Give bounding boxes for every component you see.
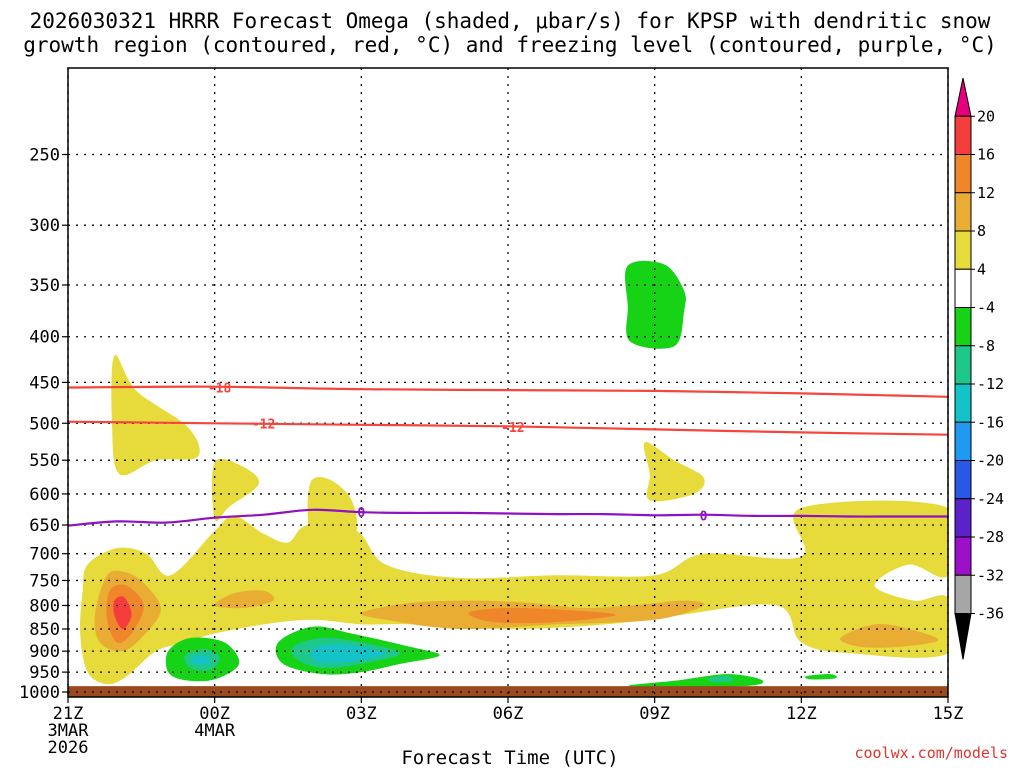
x-tick-label: 2026 — [48, 738, 89, 758]
source-credit[interactable]: coolwx.com/models — [854, 744, 1008, 762]
y-tick-label: 1000 — [19, 683, 60, 703]
omega-region-low-level-moderate-ascent-patch — [214, 590, 275, 609]
omega-region-low-level-max-ascent — [113, 596, 132, 629]
contour-dgz-minus-18 — [68, 385, 948, 398]
contour-layer: -18 -12 -12 0 0 — [68, 382, 948, 527]
omega-region-midlevel-ascent-a — [211, 458, 260, 522]
x-tick-label: 15Z — [933, 704, 964, 724]
colorbar-label: -24 — [977, 490, 1004, 508]
colorbar-label: 16 — [977, 146, 995, 164]
omega-region-low-level-ascent-band — [80, 500, 948, 685]
omega-shading-layer — [80, 260, 948, 687]
omega-region-low-level-strong-ascent-central — [468, 607, 616, 624]
colorbar-swatch — [954, 383, 972, 423]
y-tick-label: 800 — [29, 596, 60, 616]
chart-title-line-2: growth region (contoured, red, °C) and f… — [23, 33, 997, 57]
y-tick-label: 450 — [29, 373, 60, 393]
x-tick-label: 06Z — [493, 704, 524, 724]
x-tick-label: 21Z — [53, 704, 84, 724]
omega-region-upper-descent — [624, 260, 686, 349]
contour-label-dgz-minus-12: -12 — [252, 417, 275, 432]
omega-region-upper-weak-ascent — [111, 355, 200, 476]
y-tick-label: 400 — [29, 328, 60, 348]
colorbar-swatch — [954, 230, 972, 270]
x-tick-label: 03Z — [346, 704, 377, 724]
y-tick-label: 300 — [29, 216, 60, 236]
y-tick-label: 900 — [29, 642, 60, 662]
colorbar-swatch — [954, 268, 972, 308]
colorbar-label: -32 — [977, 566, 1004, 584]
omega-region-low-level-descent-central-max — [310, 644, 386, 664]
colorbar-label: 4 — [977, 260, 986, 278]
y-tick-label: 750 — [29, 571, 60, 591]
colorbar-label: -4 — [977, 299, 995, 317]
omega-region-low-level-descent-west-max — [191, 655, 211, 665]
colorbar: 20 16 12 8 4 -4 -8 -12 -16 -20 -24 -28 -32 -36 — [954, 77, 1004, 660]
y-tick-label: 700 — [29, 545, 60, 565]
y-tick-label: 650 — [29, 516, 60, 536]
x-axis-title: Forecast Time (UTC) — [401, 747, 618, 768]
contour-label-freezing-level-0: 0 — [700, 509, 708, 524]
y-tick-label: 600 — [29, 485, 60, 505]
omega-region-midlevel-ascent-c — [643, 441, 705, 502]
colorbar-label: -8 — [977, 337, 995, 355]
contour-freezing-level-0 — [68, 508, 948, 527]
x-tick-label: 00Z — [199, 704, 230, 724]
y-axis: 2503003504004505005506006507007508008509… — [19, 146, 68, 703]
colorbar-swatch — [954, 498, 972, 538]
colorbar-bottom-arrow — [954, 613, 972, 660]
colorbar-top-arrow — [954, 77, 972, 117]
y-tick-label: 350 — [29, 276, 60, 296]
omega-region-low-level-descent-south — [628, 674, 764, 687]
colorbar-swatch — [954, 345, 972, 385]
omega-region-low-level-moderate-ascent-east — [840, 624, 939, 648]
contour-label-dgz-minus-18: -18 — [208, 382, 232, 397]
colorbar-label: 8 — [977, 222, 986, 240]
chart-title-line-1: 2026030321 HRRR Forecast Omega (shaded, … — [30, 9, 991, 33]
colorbar-label: -36 — [977, 605, 1004, 623]
colorbar-label: -20 — [977, 452, 1004, 470]
colorbar-label: -28 — [977, 528, 1004, 546]
colorbar-label: 20 — [977, 107, 995, 125]
y-tick-label: 550 — [29, 451, 60, 471]
omega-region-low-level-descent-south-core — [707, 676, 734, 683]
omega-region-low-level-descent-small — [804, 674, 837, 680]
x-tick-label: 09Z — [639, 704, 670, 724]
contour-dgz-minus-12 — [68, 420, 948, 436]
y-tick-label: 500 — [29, 414, 60, 434]
colorbar-swatch — [954, 115, 972, 155]
y-tick-label: 850 — [29, 620, 60, 640]
colorbar-swatch — [954, 192, 972, 232]
colorbar-label: -16 — [977, 413, 1004, 431]
x-tick-label: 12Z — [786, 704, 817, 724]
contour-label-dgz-minus-12: -12 — [501, 421, 524, 436]
y-tick-label: 950 — [29, 663, 60, 683]
x-tick-label: 4MAR — [194, 721, 236, 741]
colorbar-swatch — [954, 536, 972, 576]
colorbar-label: -12 — [977, 375, 1004, 393]
colorbar-label: 12 — [977, 184, 995, 202]
colorbar-swatch — [954, 154, 972, 194]
contour-label-freezing-level-0: 0 — [357, 506, 365, 521]
colorbar-swatch — [954, 421, 972, 461]
chart-title: 2026030321 HRRR Forecast Omega (shaded, … — [23, 9, 997, 57]
x-tick-label: 3MAR — [48, 721, 90, 741]
colorbar-swatch — [954, 460, 972, 500]
y-tick-label: 250 — [29, 146, 60, 166]
colorbar-swatch — [954, 574, 972, 614]
colorbar-swatch — [954, 307, 972, 347]
